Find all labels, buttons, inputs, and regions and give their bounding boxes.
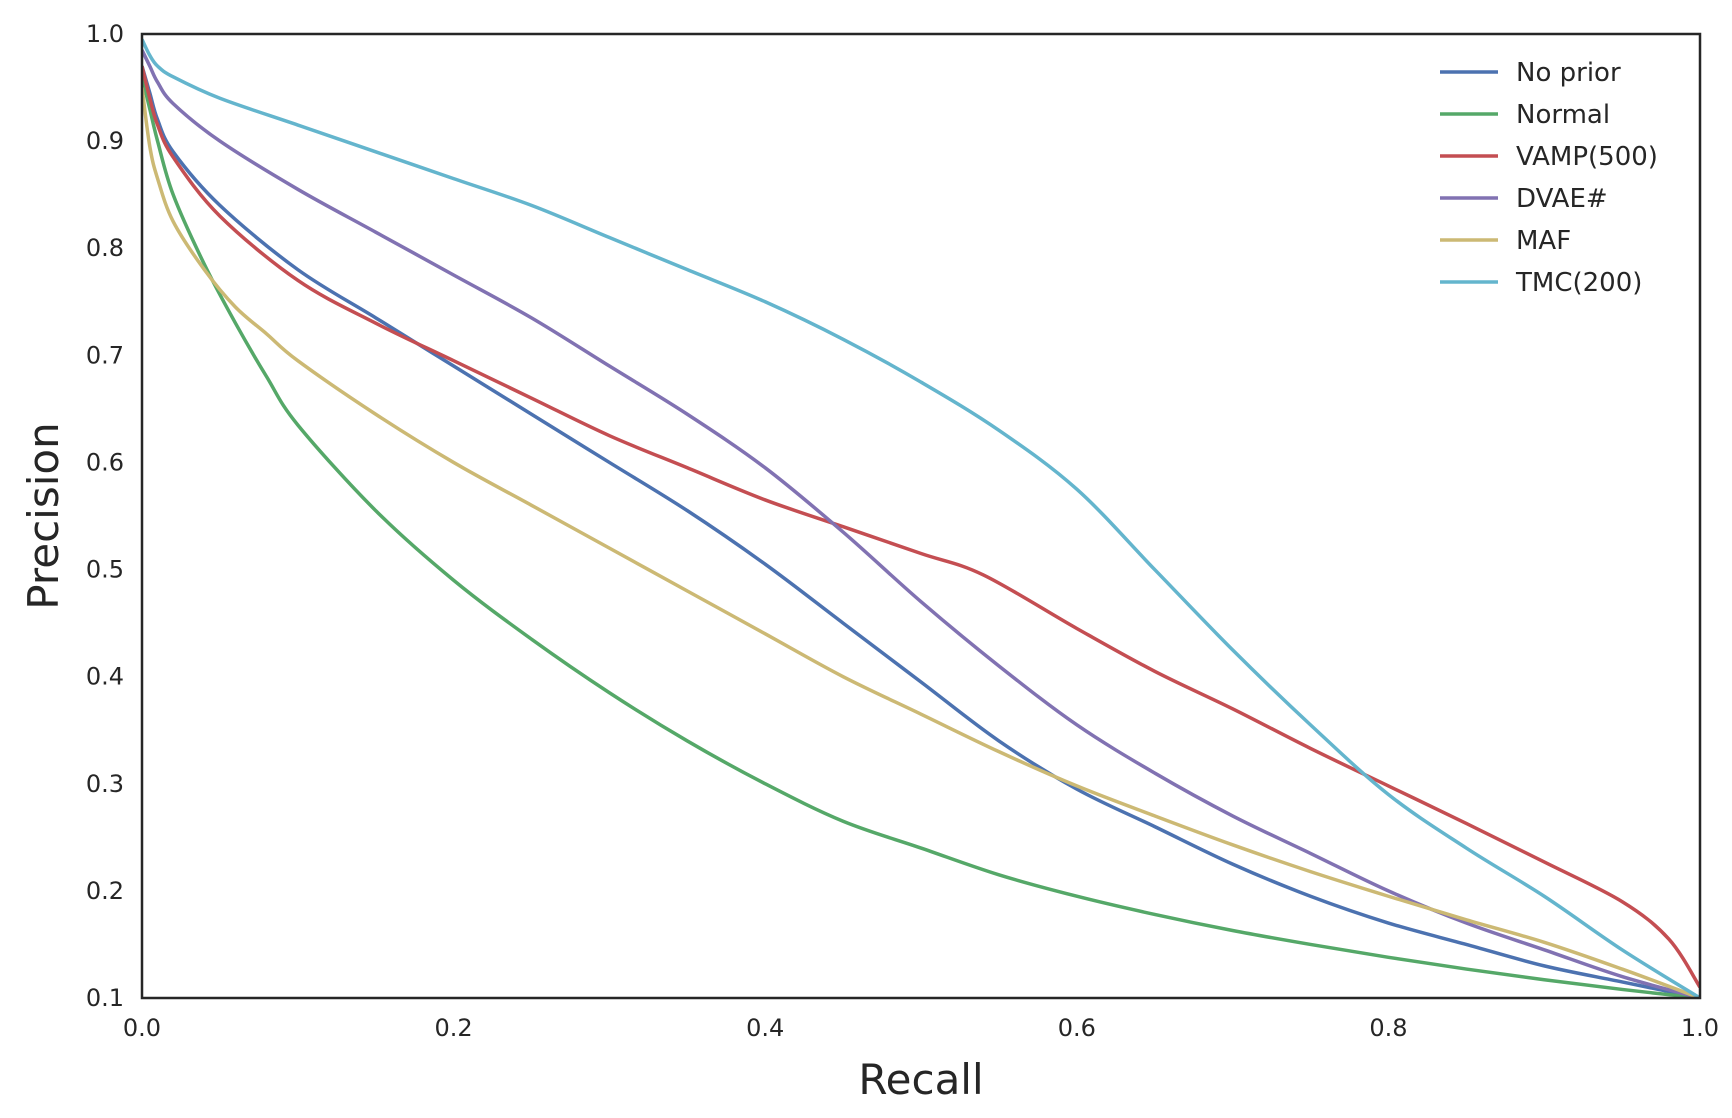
y-axis-label: Precision	[19, 422, 68, 609]
x-axis-label: Recall	[858, 1055, 983, 1104]
legend: No prior Normal VAMP(500) DVAE# MAF TMC(200)	[1440, 58, 1658, 298]
y-tick-label: 0.9	[86, 127, 124, 155]
legend-label-normal: Normal	[1516, 100, 1610, 130]
x-tick-label: 1.0	[1681, 1014, 1719, 1042]
series-lines	[142, 38, 1700, 998]
y-tick-label: 0.3	[86, 770, 124, 798]
legend-label-maf: MAF	[1516, 226, 1571, 256]
plot-frame	[140, 32, 1702, 1000]
x-tick-label: 0.4	[746, 1014, 784, 1042]
series-line-dvae	[142, 49, 1700, 998]
series-line-maf	[142, 87, 1700, 998]
x-tick-label: 0.2	[435, 1014, 473, 1042]
legend-label-tmc-200: TMC(200)	[1515, 268, 1642, 298]
legend-label-no-prior: No prior	[1516, 58, 1621, 88]
x-tick-label: 0.8	[1369, 1014, 1407, 1042]
legend-label-dvae: DVAE#	[1516, 184, 1608, 214]
y-tick-label: 0.7	[86, 341, 124, 369]
series-line-no-prior	[142, 65, 1700, 998]
y-axis-ticks: 0.1 0.2 0.3 0.4 0.5 0.6 0.7 0.8 0.9 1.0	[86, 20, 124, 1012]
y-tick-label: 0.1	[86, 984, 124, 1012]
y-tick-label: 0.5	[86, 556, 124, 584]
x-axis-ticks: 0.0 0.2 0.4 0.6 0.8 1.0	[123, 1014, 1719, 1042]
x-tick-label: 0.6	[1058, 1014, 1096, 1042]
series-line-vamp-500	[142, 65, 1700, 989]
y-tick-label: 0.6	[86, 448, 124, 476]
y-tick-label: 1.0	[86, 20, 124, 48]
y-tick-label: 0.8	[86, 234, 124, 262]
series-line-normal	[142, 76, 1700, 998]
y-tick-label: 0.2	[86, 877, 124, 905]
x-tick-label: 0.0	[123, 1014, 161, 1042]
y-tick-label: 0.4	[86, 663, 124, 691]
legend-label-vamp-500: VAMP(500)	[1516, 142, 1658, 172]
series-line-tmc-200	[142, 38, 1700, 998]
